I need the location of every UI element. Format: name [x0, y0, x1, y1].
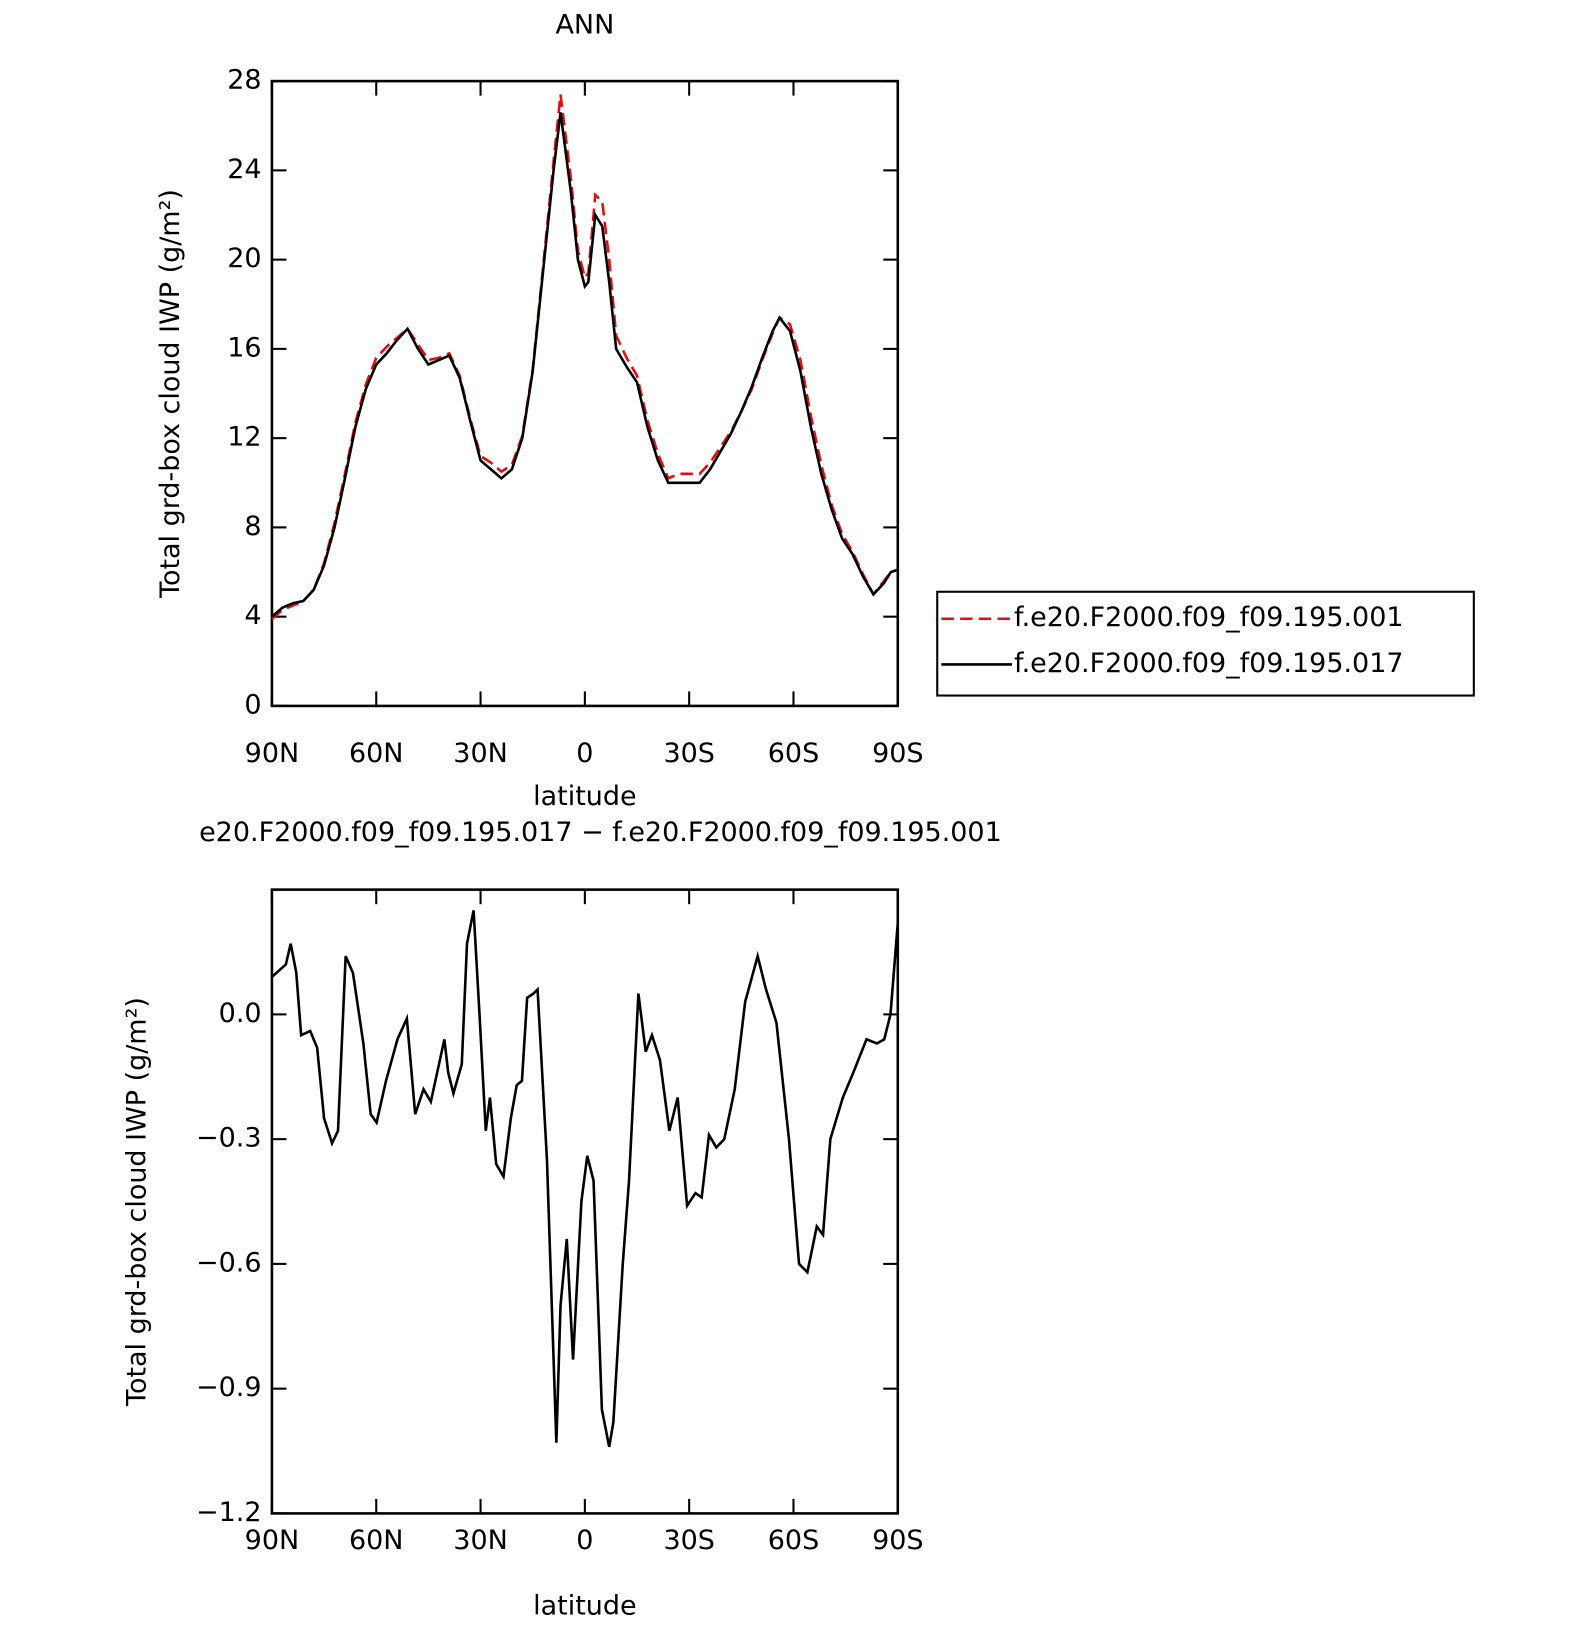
x-tick-label: 90N [245, 738, 299, 769]
chart-title: e20.F2000.f09_f09.195.017 − f.e20.F2000.… [199, 817, 1002, 848]
y-axis-label: Total grd-box cloud IWP (g/m²) [155, 189, 186, 599]
x-tick-label: 30S [663, 738, 714, 769]
legend-box [936, 590, 1475, 697]
y-tick-label: −0.3 [196, 1123, 261, 1154]
x-tick-label: 30N [453, 1525, 507, 1556]
y-tick-label: −0.6 [196, 1247, 261, 1278]
legend-label: f.e20.F2000.f09_f09.195.001 [1014, 602, 1404, 633]
y-tick-label: 28 [227, 65, 261, 96]
data-line [271, 112, 899, 618]
y-tick-label: 8 [244, 511, 261, 542]
y-tick-label: 24 [227, 154, 261, 185]
x-tick-label: 30N [453, 738, 507, 769]
x-tick-label: 60N [349, 738, 403, 769]
x-tick-label: 90S [872, 1525, 923, 1556]
x-tick-label: 60S [768, 1525, 819, 1556]
x-tick-label: 30S [663, 1525, 714, 1556]
y-tick-label: 4 [244, 600, 261, 631]
data-line [271, 910, 900, 1448]
x-tick-label: 0 [576, 1525, 593, 1556]
x-tick-label: 0 [576, 738, 593, 769]
y-tick-label: 12 [227, 422, 261, 453]
x-tick-label: 90N [245, 1525, 299, 1556]
x-tick-label: 90S [872, 738, 923, 769]
x-axis-label: latitude [533, 1590, 636, 1621]
y-tick-label: 0.0 [219, 998, 262, 1029]
y-tick-label: −0.9 [196, 1372, 261, 1403]
y-tick-label: −1.2 [196, 1497, 261, 1528]
data-line [271, 94, 899, 620]
y-tick-label: 16 [227, 332, 261, 363]
x-axis-label: latitude [533, 781, 636, 812]
x-tick-label: 60N [349, 1525, 403, 1556]
y-tick-label: 0 [244, 689, 261, 720]
y-axis-label: Total grd-box cloud IWP (g/m²) [122, 997, 153, 1407]
x-tick-label: 60S [768, 738, 819, 769]
chart-title: ANN [555, 10, 614, 41]
plot-frame [270, 888, 900, 1515]
y-tick-label: 20 [227, 243, 261, 274]
legend-label: f.e20.F2000.f09_f09.195.017 [1014, 648, 1404, 679]
